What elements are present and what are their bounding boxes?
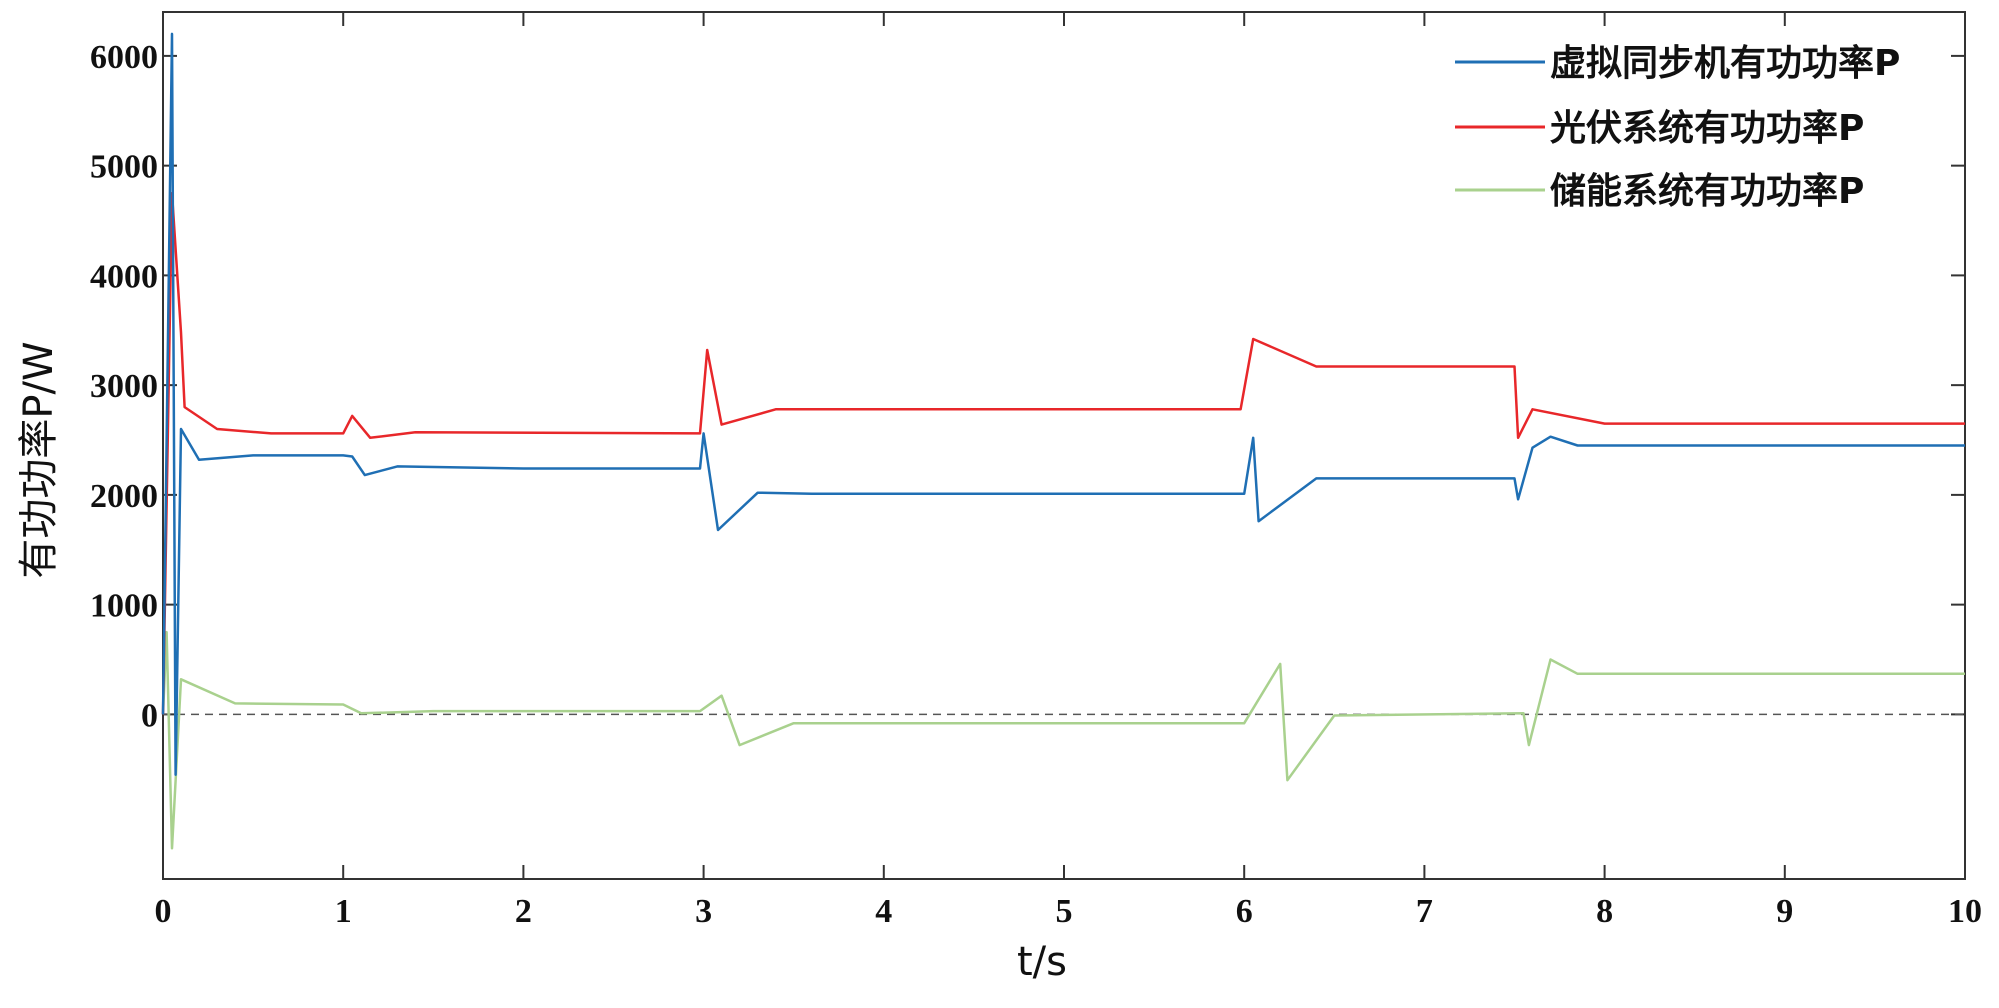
series-line-pv — [161, 191, 1965, 715]
y-axis-label: 有功功率P/W — [16, 341, 62, 578]
legend-item-storage: 储能系统有功功率P — [1455, 171, 1864, 212]
legend-label-pv: 光伏系统有功功率P — [1550, 108, 1864, 149]
x-axis-ticks: 0 1 2 3 4 5 6 7 8 9 10 — [155, 12, 1982, 930]
x-tick-label: 4 — [875, 893, 892, 930]
x-tick-label: 1 — [335, 893, 352, 930]
x-tick-label: 10 — [1948, 893, 1982, 930]
x-tick-label: 6 — [1236, 893, 1253, 930]
series-line-storage — [161, 630, 1965, 850]
x-tick-label: 0 — [155, 893, 172, 930]
y-tick-label: 0 — [141, 697, 158, 734]
x-tick-label: 2 — [515, 893, 532, 930]
y-tick-label: 4000 — [90, 258, 158, 295]
x-tick-label: 9 — [1776, 893, 1793, 930]
plot-area: 0 1 2 3 4 5 6 7 8 9 10 0 1000 2000 3000 4000 5000 6000 — [90, 11, 1982, 930]
x-axis-label: t/s — [1017, 939, 1067, 985]
series-layer — [161, 32, 1965, 850]
y-tick-label: 5000 — [90, 149, 158, 186]
legend-item-vsg: 虚拟同步机有功功率P — [1455, 43, 1900, 84]
series-line-vsg — [161, 32, 1965, 776]
legend: 虚拟同步机有功功率P 光伏系统有功功率P 储能系统有功功率P — [1455, 43, 1900, 212]
legend-label-storage: 储能系统有功功率P — [1550, 171, 1864, 212]
legend-label-vsg: 虚拟同步机有功功率P — [1550, 43, 1900, 84]
legend-item-pv: 光伏系统有功功率P — [1455, 108, 1864, 149]
y-tick-label: 6000 — [90, 39, 158, 76]
x-tick-label: 8 — [1596, 893, 1613, 930]
y-tick-label: 1000 — [90, 588, 158, 625]
y-tick-label: 3000 — [90, 368, 158, 405]
y-axis-ticks: 0 1000 2000 3000 4000 5000 6000 — [90, 39, 1965, 734]
x-tick-label: 7 — [1416, 893, 1433, 930]
x-tick-label: 5 — [1056, 893, 1073, 930]
x-tick-label: 3 — [695, 893, 712, 930]
y-tick-label: 2000 — [90, 478, 158, 515]
